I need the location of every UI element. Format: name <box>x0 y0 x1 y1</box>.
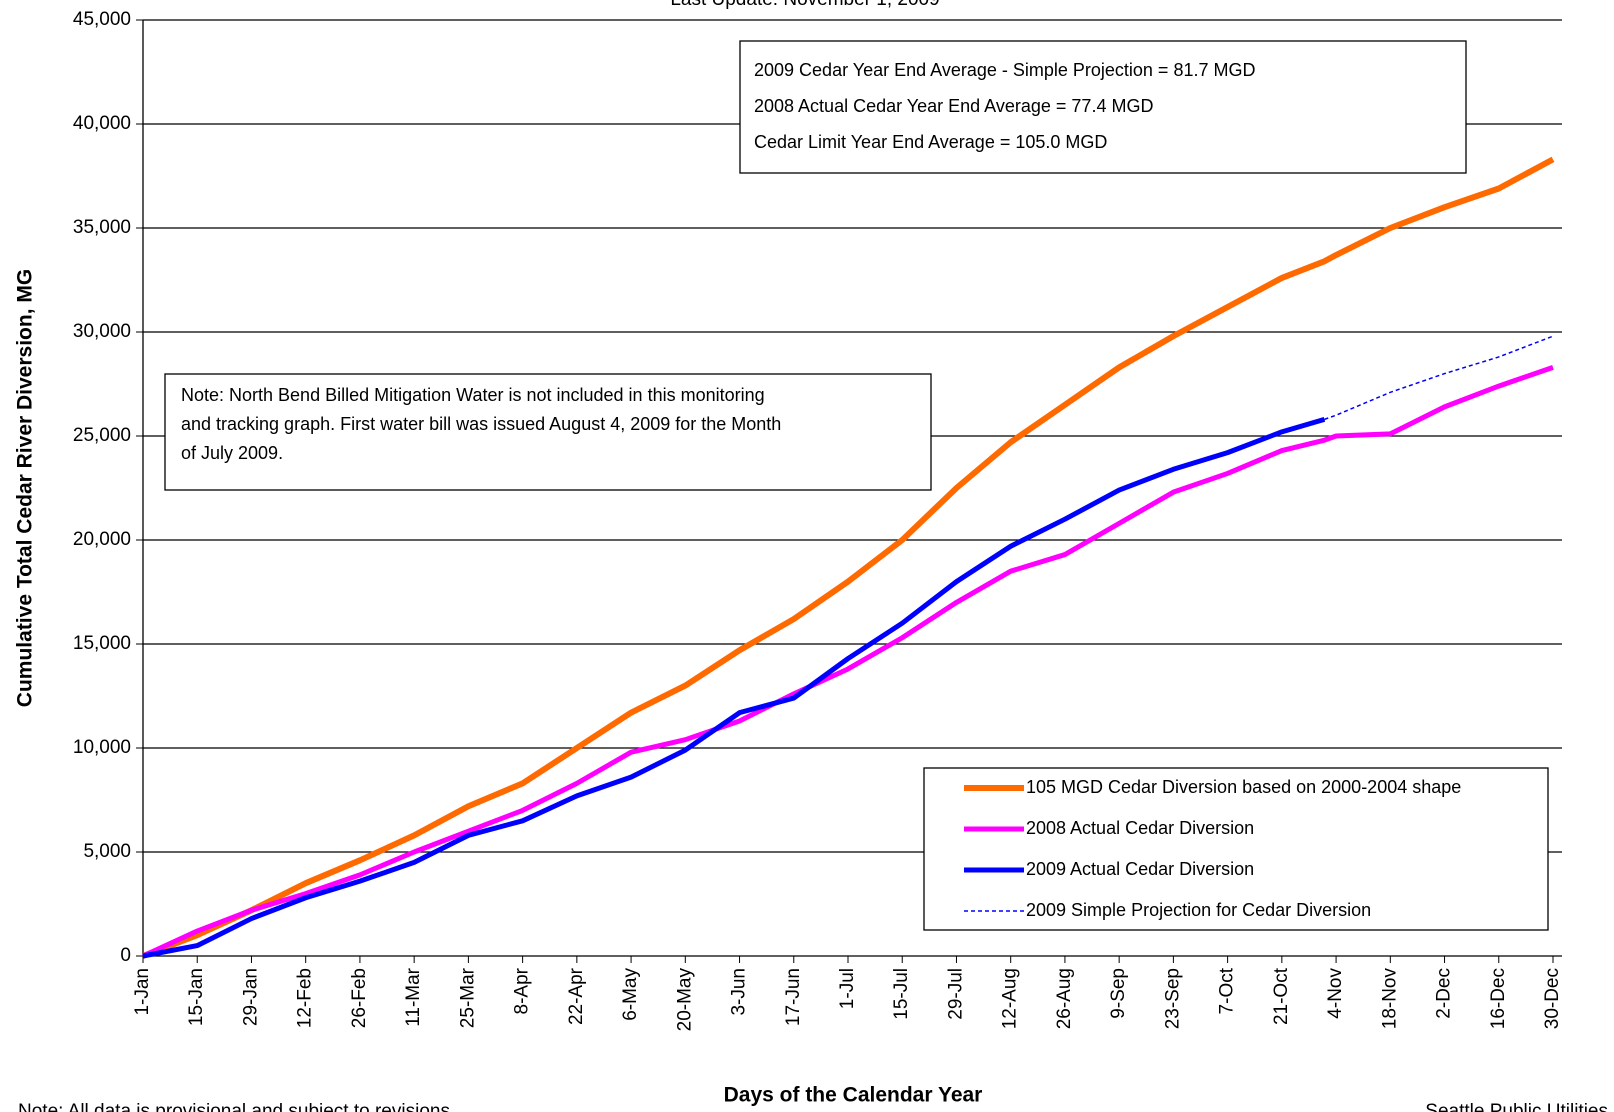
legend-label: 105 MGD Cedar Diversion based on 2000-20… <box>1026 777 1461 797</box>
x-tick-label: 30-Dec <box>1542 968 1563 1029</box>
x-tick-label: 29-Jul <box>945 968 966 1020</box>
series-line <box>1324 335 1554 421</box>
x-tick-label: 25-Mar <box>457 967 478 1028</box>
chart-subtitle: Last Update: November 1, 2009 <box>670 0 939 10</box>
x-tick-label: 23-Sep <box>1162 968 1183 1029</box>
note-text: of July 2009. <box>181 443 283 463</box>
x-tick-label: 7-Oct <box>1217 967 1238 1014</box>
legend-label: 2009 Actual Cedar Diversion <box>1026 859 1254 879</box>
x-tick-label: 18-Nov <box>1379 968 1400 1030</box>
x-tick-label: 9-Sep <box>1108 968 1129 1019</box>
x-axis-title: Days of the Calendar Year <box>724 1084 983 1107</box>
y-tick-label: 10,000 <box>73 737 131 758</box>
series-line <box>141 364 1554 959</box>
x-tick-label: 26-Aug <box>1054 968 1075 1029</box>
x-tick-label: 29-Jan <box>240 968 261 1026</box>
x-tick-label: 8-Apr <box>512 967 533 1014</box>
y-tick-label: 40,000 <box>73 113 131 134</box>
summary-text: Cedar Limit Year End Average = 105.0 MGD <box>754 132 1107 152</box>
x-tick-label: 12-Aug <box>1000 968 1021 1029</box>
x-tick-label: 3-Jun <box>729 968 750 1016</box>
x-tick-label: 17-Jun <box>783 968 804 1026</box>
legend-label: 2009 Simple Projection for Cedar Diversi… <box>1026 900 1371 920</box>
summary-text: 2008 Actual Cedar Year End Average = 77.… <box>754 96 1153 116</box>
x-tick-label: 26-Feb <box>349 968 370 1028</box>
summary-text: 2009 Cedar Year End Average - Simple Pro… <box>754 60 1255 80</box>
x-tick-label: 15-Jul <box>891 968 912 1020</box>
y-tick-label: 25,000 <box>73 425 131 446</box>
x-tick-label: 11-Mar <box>403 967 424 1026</box>
legend-label: 2008 Actual Cedar Diversion <box>1026 818 1254 838</box>
y-axis-title: Cumulative Total Cedar River Diversion, … <box>14 269 37 707</box>
y-tick-label: 0 <box>120 945 131 966</box>
x-tick-label: 6-May <box>620 968 641 1021</box>
x-tick-label: 20-May <box>674 968 695 1032</box>
x-tick-label: 1-Jan <box>132 968 153 1016</box>
series-line <box>142 416 1326 959</box>
legend-box <box>923 767 1549 931</box>
x-tick-label: 1-Jul <box>837 968 858 1009</box>
y-tick-label: 45,000 <box>73 9 131 30</box>
y-tick-label: 5,000 <box>83 841 131 862</box>
summary-box <box>739 40 1467 174</box>
x-tick-label: 15-Jan <box>186 968 207 1026</box>
note-box <box>164 373 932 491</box>
x-tick-label: 12-Feb <box>295 968 316 1028</box>
y-tick-label: 30,000 <box>73 321 131 342</box>
note-text: and tracking graph. First water bill was… <box>181 414 781 434</box>
y-tick-label: 20,000 <box>73 529 131 550</box>
x-tick-label: 21-Oct <box>1271 967 1292 1025</box>
y-tick-label: 15,000 <box>73 633 131 654</box>
x-tick-label: 22-Apr <box>566 967 587 1025</box>
series-line <box>141 156 1555 959</box>
x-tick-label: 16-Dec <box>1488 968 1509 1029</box>
footer-note: Note: All data is provisional and subjec… <box>18 1101 455 1112</box>
note-text: Note: North Bend Billed Mitigation Water… <box>181 385 765 405</box>
footer-source: Seattle Public Utilities <box>1425 1101 1608 1112</box>
x-tick-label: 2-Dec <box>1434 968 1455 1019</box>
x-tick-label: 4-Nov <box>1325 968 1346 1019</box>
y-tick-label: 35,000 <box>73 217 131 238</box>
